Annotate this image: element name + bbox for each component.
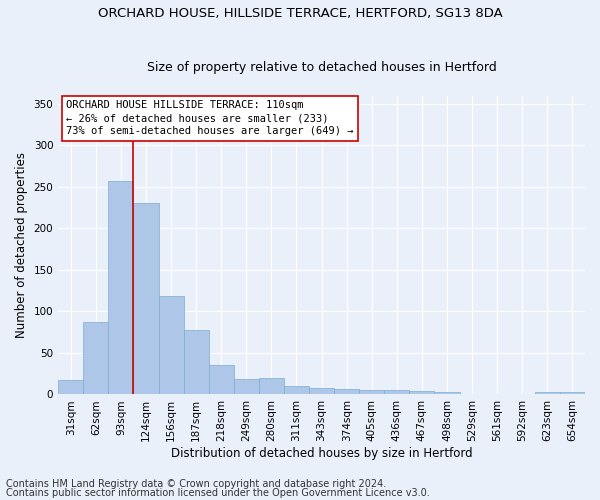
Bar [409, 391, 434, 394]
Bar [58, 380, 83, 394]
Bar [309, 388, 334, 394]
Bar [184, 330, 209, 394]
Bar [434, 392, 460, 394]
X-axis label: Distribution of detached houses by size in Hertford: Distribution of detached houses by size … [171, 447, 472, 460]
Title: Size of property relative to detached houses in Hertford: Size of property relative to detached ho… [147, 60, 496, 74]
Text: ORCHARD HOUSE HILLSIDE TERRACE: 110sqm
← 26% of detached houses are smaller (233: ORCHARD HOUSE HILLSIDE TERRACE: 110sqm ←… [66, 100, 353, 136]
Bar [359, 390, 385, 394]
Y-axis label: Number of detached properties: Number of detached properties [15, 152, 28, 338]
Bar [334, 388, 359, 394]
Bar [133, 204, 158, 394]
Bar [284, 386, 309, 394]
Text: ORCHARD HOUSE, HILLSIDE TERRACE, HERTFORD, SG13 8DA: ORCHARD HOUSE, HILLSIDE TERRACE, HERTFOR… [98, 8, 502, 20]
Bar [158, 296, 184, 394]
Bar [535, 392, 560, 394]
Bar [385, 390, 409, 394]
Bar [234, 378, 259, 394]
Bar [83, 322, 109, 394]
Bar [109, 181, 133, 394]
Bar [560, 392, 585, 394]
Text: Contains HM Land Registry data © Crown copyright and database right 2024.: Contains HM Land Registry data © Crown c… [6, 479, 386, 489]
Bar [259, 378, 284, 394]
Text: Contains public sector information licensed under the Open Government Licence v3: Contains public sector information licen… [6, 488, 430, 498]
Bar [209, 366, 234, 394]
